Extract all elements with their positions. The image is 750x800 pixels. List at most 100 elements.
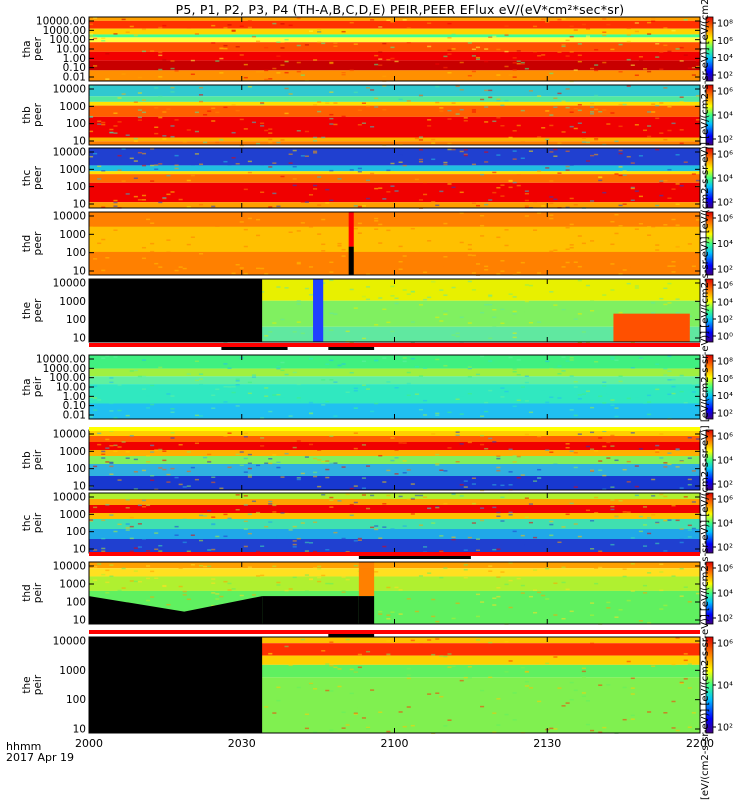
colorbar-tick-label: 10⁴ — [717, 391, 733, 402]
spectrogram-speckle — [667, 393, 672, 396]
spectrogram-band — [89, 226, 700, 252]
spectrogram-speckle — [141, 583, 147, 586]
spectrogram-speckle — [691, 74, 696, 76]
spectrogram-speckle — [577, 180, 582, 182]
spectrogram-speckle — [365, 726, 371, 729]
spectrogram-speckle — [590, 406, 595, 409]
spectrogram-speckle — [496, 236, 501, 239]
spectrogram-speckle — [227, 367, 232, 370]
spectrogram-speckle — [276, 72, 281, 74]
spectrogram-speckle — [602, 34, 607, 37]
spectrogram-speckle — [223, 44, 228, 47]
spectrogram-speckle — [150, 570, 155, 573]
spectrogram-speckle — [626, 58, 631, 61]
spectrogram-speckle — [276, 286, 281, 288]
spectrogram-speckle — [451, 148, 456, 151]
spectrogram-speckle — [675, 226, 680, 229]
spectrogram-speckle — [484, 60, 489, 63]
spectrogram-speckle — [398, 508, 403, 511]
spectrogram-speckle — [622, 174, 627, 176]
spectrogram-speckle — [337, 138, 342, 140]
spectrogram-speckle — [565, 446, 570, 449]
spectrogram-speckle — [231, 157, 236, 159]
spectrogram-speckle — [439, 190, 444, 193]
spectrogram-speckle — [471, 70, 476, 73]
spectrogram-speckle — [170, 67, 175, 70]
spectrogram-speckle — [382, 42, 387, 45]
spectrogram-speckle — [231, 30, 236, 32]
spectrogram-speckle — [480, 235, 485, 237]
spectrogram-speckle — [614, 415, 619, 418]
spectrogram-speckle — [125, 123, 130, 126]
spectrogram-speckle — [573, 381, 578, 383]
spectrogram-speckle — [374, 179, 379, 182]
spectrogram-speckle — [553, 582, 558, 585]
spectrogram-speckle — [146, 599, 151, 602]
spectrogram-speckle — [663, 87, 668, 89]
spectrogram-speckle — [475, 615, 481, 618]
spectrogram-speckle — [357, 222, 362, 225]
quality-flag-mark — [358, 556, 471, 559]
spectrogram-speckle — [679, 541, 684, 544]
spectrogram-speckle — [647, 78, 652, 81]
spectrogram-speckle — [329, 499, 334, 502]
spectrogram-speckle — [410, 291, 415, 293]
spectrogram-speckle — [101, 357, 106, 359]
spectrogram-speckle — [219, 57, 224, 60]
spectrogram-speckle — [630, 537, 635, 539]
spectrogram-speckle — [378, 610, 383, 613]
spectrogram-speckle — [288, 231, 293, 234]
spectrogram-speckle — [247, 26, 252, 29]
spectrogram-speckle — [158, 366, 163, 369]
spectrogram-speckle — [480, 443, 485, 446]
spectrogram-speckle — [585, 341, 591, 344]
spectrogram-speckle — [296, 303, 301, 305]
spectrogram-speckle — [268, 132, 273, 134]
spectrogram-speckle — [194, 379, 199, 382]
spectrogram-speckle — [614, 149, 619, 151]
spectrogram-speckle — [512, 336, 517, 339]
spectrogram-speckle — [361, 717, 366, 719]
spectrogram-speckle — [667, 370, 672, 372]
spectrogram-speckle — [243, 471, 248, 473]
spectrogram-speckle — [647, 33, 652, 35]
spectrogram-speckle — [455, 460, 460, 463]
spectrogram-speckle — [545, 401, 550, 404]
spectrogram-speckle — [215, 598, 220, 600]
spectrogram-speckle — [219, 139, 224, 141]
spectrogram-speckle — [569, 356, 574, 359]
spectrogram-speckle — [337, 245, 342, 247]
spectrogram-speckle — [370, 689, 375, 691]
spectrogram-speckle — [655, 104, 660, 107]
spectrogram-speckle — [361, 487, 366, 489]
spectrogram-speckle — [186, 129, 191, 131]
spectrogram-speckle — [113, 201, 118, 204]
spectrogram-speckle — [268, 503, 273, 505]
spectrogram-speckle — [284, 112, 289, 115]
spectrogram-speckle — [137, 119, 142, 121]
spectrogram-speckle — [256, 464, 261, 467]
spectrogram-speckle — [398, 442, 403, 444]
spectrogram-speckle — [610, 681, 615, 683]
spectrogram-speckle — [284, 301, 289, 303]
spectrogram-speckle — [431, 138, 436, 141]
spectrogram-speckle — [484, 48, 489, 50]
spectrogram-speckle — [475, 639, 481, 641]
spectrogram-speckle — [349, 21, 354, 24]
spectrogram-speckle — [247, 566, 252, 568]
spectrogram-speckle — [463, 120, 468, 122]
spectrogram-speckle — [435, 412, 440, 415]
spectrogram-speckle — [577, 37, 582, 39]
spectrogram-speckle — [296, 230, 301, 232]
spectrogram-band — [89, 70, 700, 81]
spectrogram-speckle — [500, 716, 505, 719]
spectrogram-speckle — [268, 703, 273, 706]
spectrogram-speckle — [573, 318, 578, 320]
spectrogram-speckle — [496, 186, 501, 189]
spectrogram-speckle — [561, 18, 566, 20]
colorbar-tick-label: 10⁶ — [717, 639, 733, 650]
spectrogram-speckle — [500, 322, 505, 325]
panel-probe-label: thd — [21, 584, 33, 601]
spectrogram-speckle — [508, 378, 513, 381]
